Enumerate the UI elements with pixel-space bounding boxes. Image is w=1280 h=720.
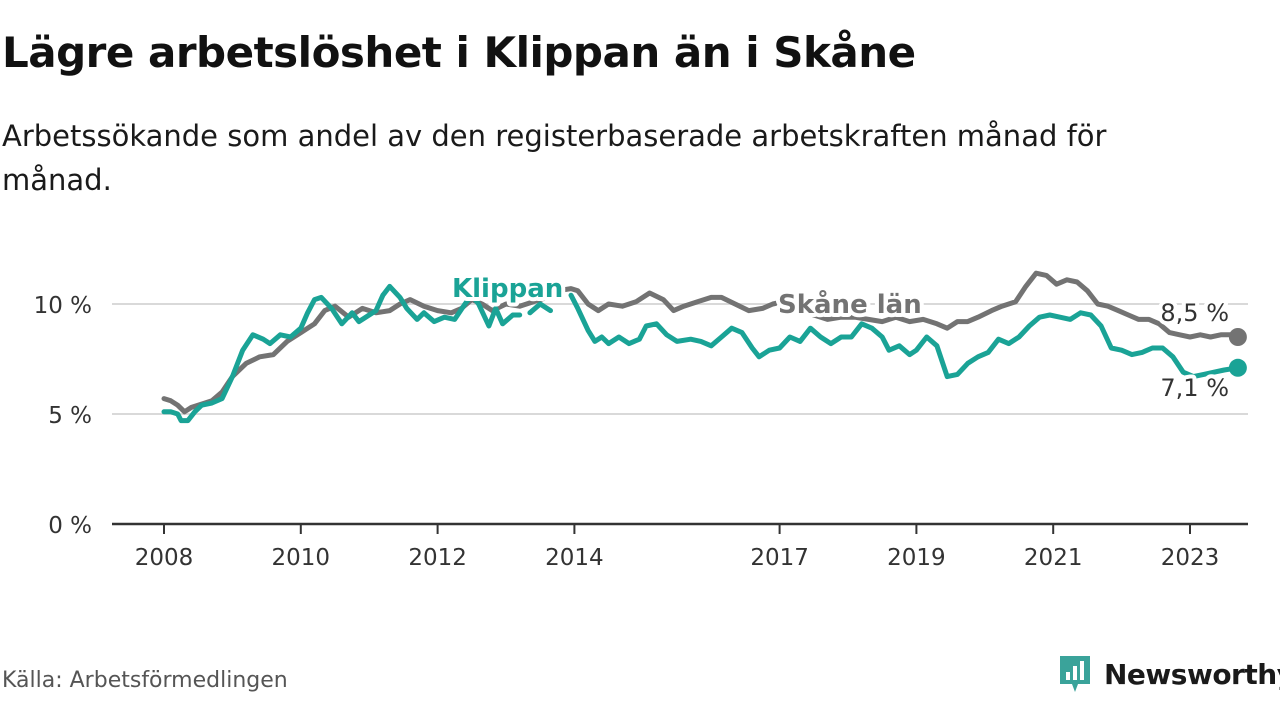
end-label-skane: 8,5 % (1160, 299, 1229, 327)
chart-subtitle: Arbetssökande som andel av den registerb… (2, 119, 1107, 197)
brand-name: Newsworthy (1104, 657, 1280, 691)
line-chart: 0 %5 %10 % 2008 2010 2012 2014 2017 2019 2021 2… (34, 270, 1248, 571)
series-line-klippan (161, 283, 523, 424)
end-label-skane-halo: 8,5 % (1160, 299, 1229, 327)
series-label-skane: Skåne län (778, 288, 922, 320)
series-label-klippan-halo: Klippan (452, 274, 563, 304)
x-axis: 2008 2010 2012 2014 2017 2019 2021 2023 (112, 522, 1248, 571)
series-label-skane-halo: Skåne län (778, 288, 922, 320)
source-note: Källa: Arbetsförmedlingen (2, 668, 288, 693)
grid-lines (112, 303, 1248, 415)
chart-title: Lägre arbetslöshet i Klippan än i Skåne (2, 28, 916, 77)
end-point-skane (1228, 328, 1247, 346)
series-lines (161, 270, 1247, 424)
end-label-klippan: 7,1 % (1160, 374, 1229, 402)
newsworthy-logo-icon (1060, 656, 1090, 692)
series-line-klippan (527, 301, 553, 316)
x-tick-label: 2012 (408, 545, 467, 571)
x-tick-label: 2014 (545, 545, 604, 571)
y-tick-label: 0 % (48, 513, 92, 539)
end-label-klippan-halo: 7,1 % (1160, 374, 1229, 402)
x-tick-label: 2008 (135, 545, 194, 571)
y-tick-label: 10 % (34, 293, 92, 319)
x-tick-label: 2019 (887, 545, 946, 571)
series-line-klippan (568, 292, 1241, 380)
x-tick-label: 2023 (1161, 545, 1220, 571)
x-tick-label: 2017 (750, 545, 809, 571)
end-point-klippan (1228, 358, 1247, 377)
y-tick-label: 5 % (48, 403, 92, 429)
x-tick-label: 2010 (272, 545, 331, 571)
y-axis-labels: 0 % 5 % 10 % (34, 293, 92, 539)
series-label-klippan: Klippan (452, 274, 563, 304)
x-tick-label: 2021 (1024, 545, 1083, 571)
brand[interactable]: Newsworthy (1058, 652, 1280, 696)
